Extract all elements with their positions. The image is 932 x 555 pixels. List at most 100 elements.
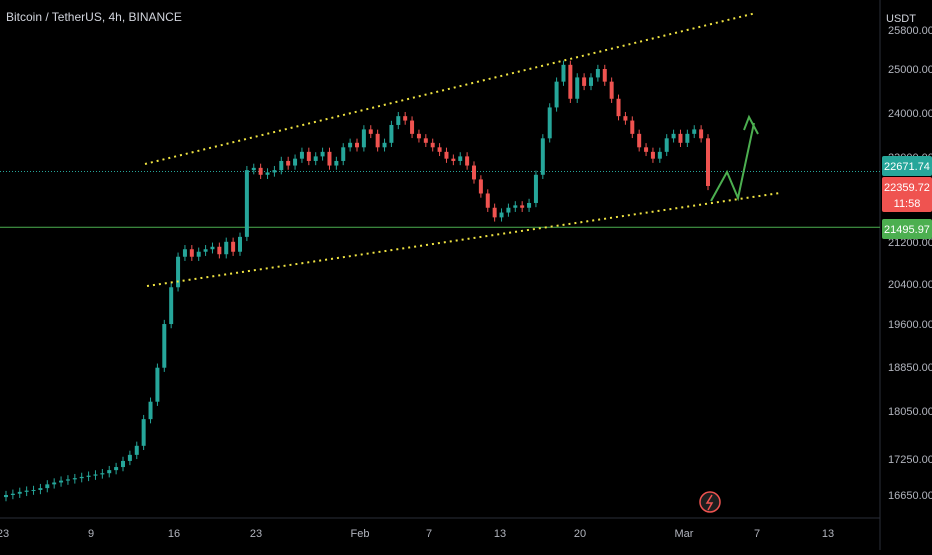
candle-body bbox=[148, 401, 153, 420]
candle-body bbox=[52, 482, 57, 485]
candle-body bbox=[224, 241, 229, 255]
candle-body bbox=[127, 454, 132, 461]
y-tick-label: 25000.00 bbox=[888, 64, 932, 76]
x-tick-label: 23 bbox=[250, 528, 262, 540]
candle-body bbox=[430, 142, 435, 148]
price-label-support: 21495.97 bbox=[884, 224, 930, 236]
candle-body bbox=[231, 241, 236, 252]
price-label-green-bg bbox=[882, 156, 932, 176]
candle-body bbox=[513, 205, 518, 208]
x-tick-label: 7 bbox=[754, 528, 760, 540]
candle-body bbox=[478, 179, 483, 194]
candle-body bbox=[251, 167, 256, 171]
candle-body bbox=[685, 133, 690, 143]
channel-upper-line bbox=[144, 12, 757, 165]
y-tick-label: 25800.00 bbox=[888, 25, 932, 37]
y-tick-label: 18850.00 bbox=[888, 362, 932, 374]
candle-body bbox=[465, 156, 470, 166]
candle-body bbox=[630, 120, 635, 134]
candle-body bbox=[458, 156, 463, 161]
candle-body bbox=[348, 142, 353, 148]
candle-body bbox=[258, 167, 263, 175]
candle-body bbox=[451, 158, 456, 161]
candle-body bbox=[86, 475, 91, 477]
candle-body bbox=[561, 64, 566, 82]
candle-body bbox=[472, 165, 476, 180]
candle-body bbox=[692, 129, 697, 134]
candle-body bbox=[100, 473, 105, 475]
candle-body bbox=[306, 151, 311, 161]
y-tick-label: 16650.00 bbox=[888, 490, 932, 502]
candle-body bbox=[31, 489, 36, 491]
candle-body bbox=[169, 287, 174, 325]
channel-lower-line bbox=[146, 192, 781, 287]
candle-body bbox=[678, 133, 683, 143]
y-tick-label: 21200.00 bbox=[888, 237, 932, 249]
x-tick-label: 16 bbox=[168, 528, 180, 540]
candle-body bbox=[671, 133, 676, 139]
y-tick-label: 18050.00 bbox=[888, 406, 932, 418]
candle-body bbox=[341, 147, 346, 161]
projection-path bbox=[710, 122, 755, 202]
projection-arrowhead bbox=[743, 114, 759, 135]
price-label-green: 22671.74 bbox=[884, 161, 930, 173]
lightning-icon-circle bbox=[699, 491, 721, 513]
x-tick-label: Feb bbox=[351, 528, 370, 540]
candle-body bbox=[238, 236, 242, 252]
candle-body bbox=[176, 256, 181, 288]
candle-body bbox=[396, 116, 401, 125]
candle-body bbox=[368, 129, 373, 134]
candle-body bbox=[24, 490, 29, 492]
candle-body bbox=[444, 151, 449, 159]
candle-body bbox=[114, 467, 119, 471]
countdown-label: 11:58 bbox=[894, 198, 921, 210]
candles bbox=[4, 60, 710, 502]
drawings[interactable] bbox=[144, 12, 781, 513]
candle-body bbox=[141, 419, 146, 446]
candle-body bbox=[403, 116, 408, 121]
candle-body bbox=[575, 77, 580, 99]
candle-body bbox=[499, 212, 504, 218]
candle-body bbox=[134, 445, 139, 455]
x-tick-label: 13 bbox=[822, 528, 834, 540]
candle-body bbox=[17, 491, 22, 494]
candle-body bbox=[79, 476, 84, 479]
y-tick-label: 20400.00 bbox=[888, 279, 932, 291]
y-tick-label: 24000.00 bbox=[888, 108, 932, 120]
candle-body bbox=[568, 64, 573, 99]
candle-body bbox=[107, 470, 112, 474]
candle-body bbox=[196, 251, 201, 257]
lightning-icon[interactable] bbox=[699, 491, 721, 513]
y-tick-label: 17250.00 bbox=[888, 454, 932, 466]
x-tick-label: 9 bbox=[88, 528, 94, 540]
candle-body bbox=[540, 138, 545, 175]
y-tick-label: 19600.00 bbox=[888, 319, 932, 331]
x-tick-label: 23 bbox=[0, 528, 9, 540]
candle-body bbox=[547, 107, 552, 139]
candle-body bbox=[554, 81, 559, 108]
candle-body bbox=[644, 147, 649, 152]
candle-body bbox=[506, 207, 511, 213]
candle-body bbox=[210, 246, 215, 250]
candle-body bbox=[382, 142, 387, 148]
candle-body bbox=[437, 147, 442, 152]
candle-body bbox=[327, 151, 332, 166]
chart-title: Bitcoin / TetherUS, 4h, BINANCE bbox=[6, 10, 182, 24]
candle-body bbox=[375, 133, 380, 148]
lightning-icon-bolt bbox=[705, 494, 714, 511]
candle-body bbox=[45, 484, 50, 489]
candle-body bbox=[279, 160, 284, 171]
candle-body bbox=[72, 478, 77, 480]
candle-body bbox=[423, 138, 428, 143]
candle-body bbox=[320, 151, 325, 157]
candle-body bbox=[589, 77, 593, 86]
candle-body bbox=[602, 69, 607, 82]
candle-body bbox=[410, 120, 415, 134]
price-label-support-bg bbox=[882, 219, 932, 239]
candle-body bbox=[265, 172, 270, 175]
candle-body bbox=[299, 151, 304, 159]
candle-body bbox=[609, 81, 614, 99]
